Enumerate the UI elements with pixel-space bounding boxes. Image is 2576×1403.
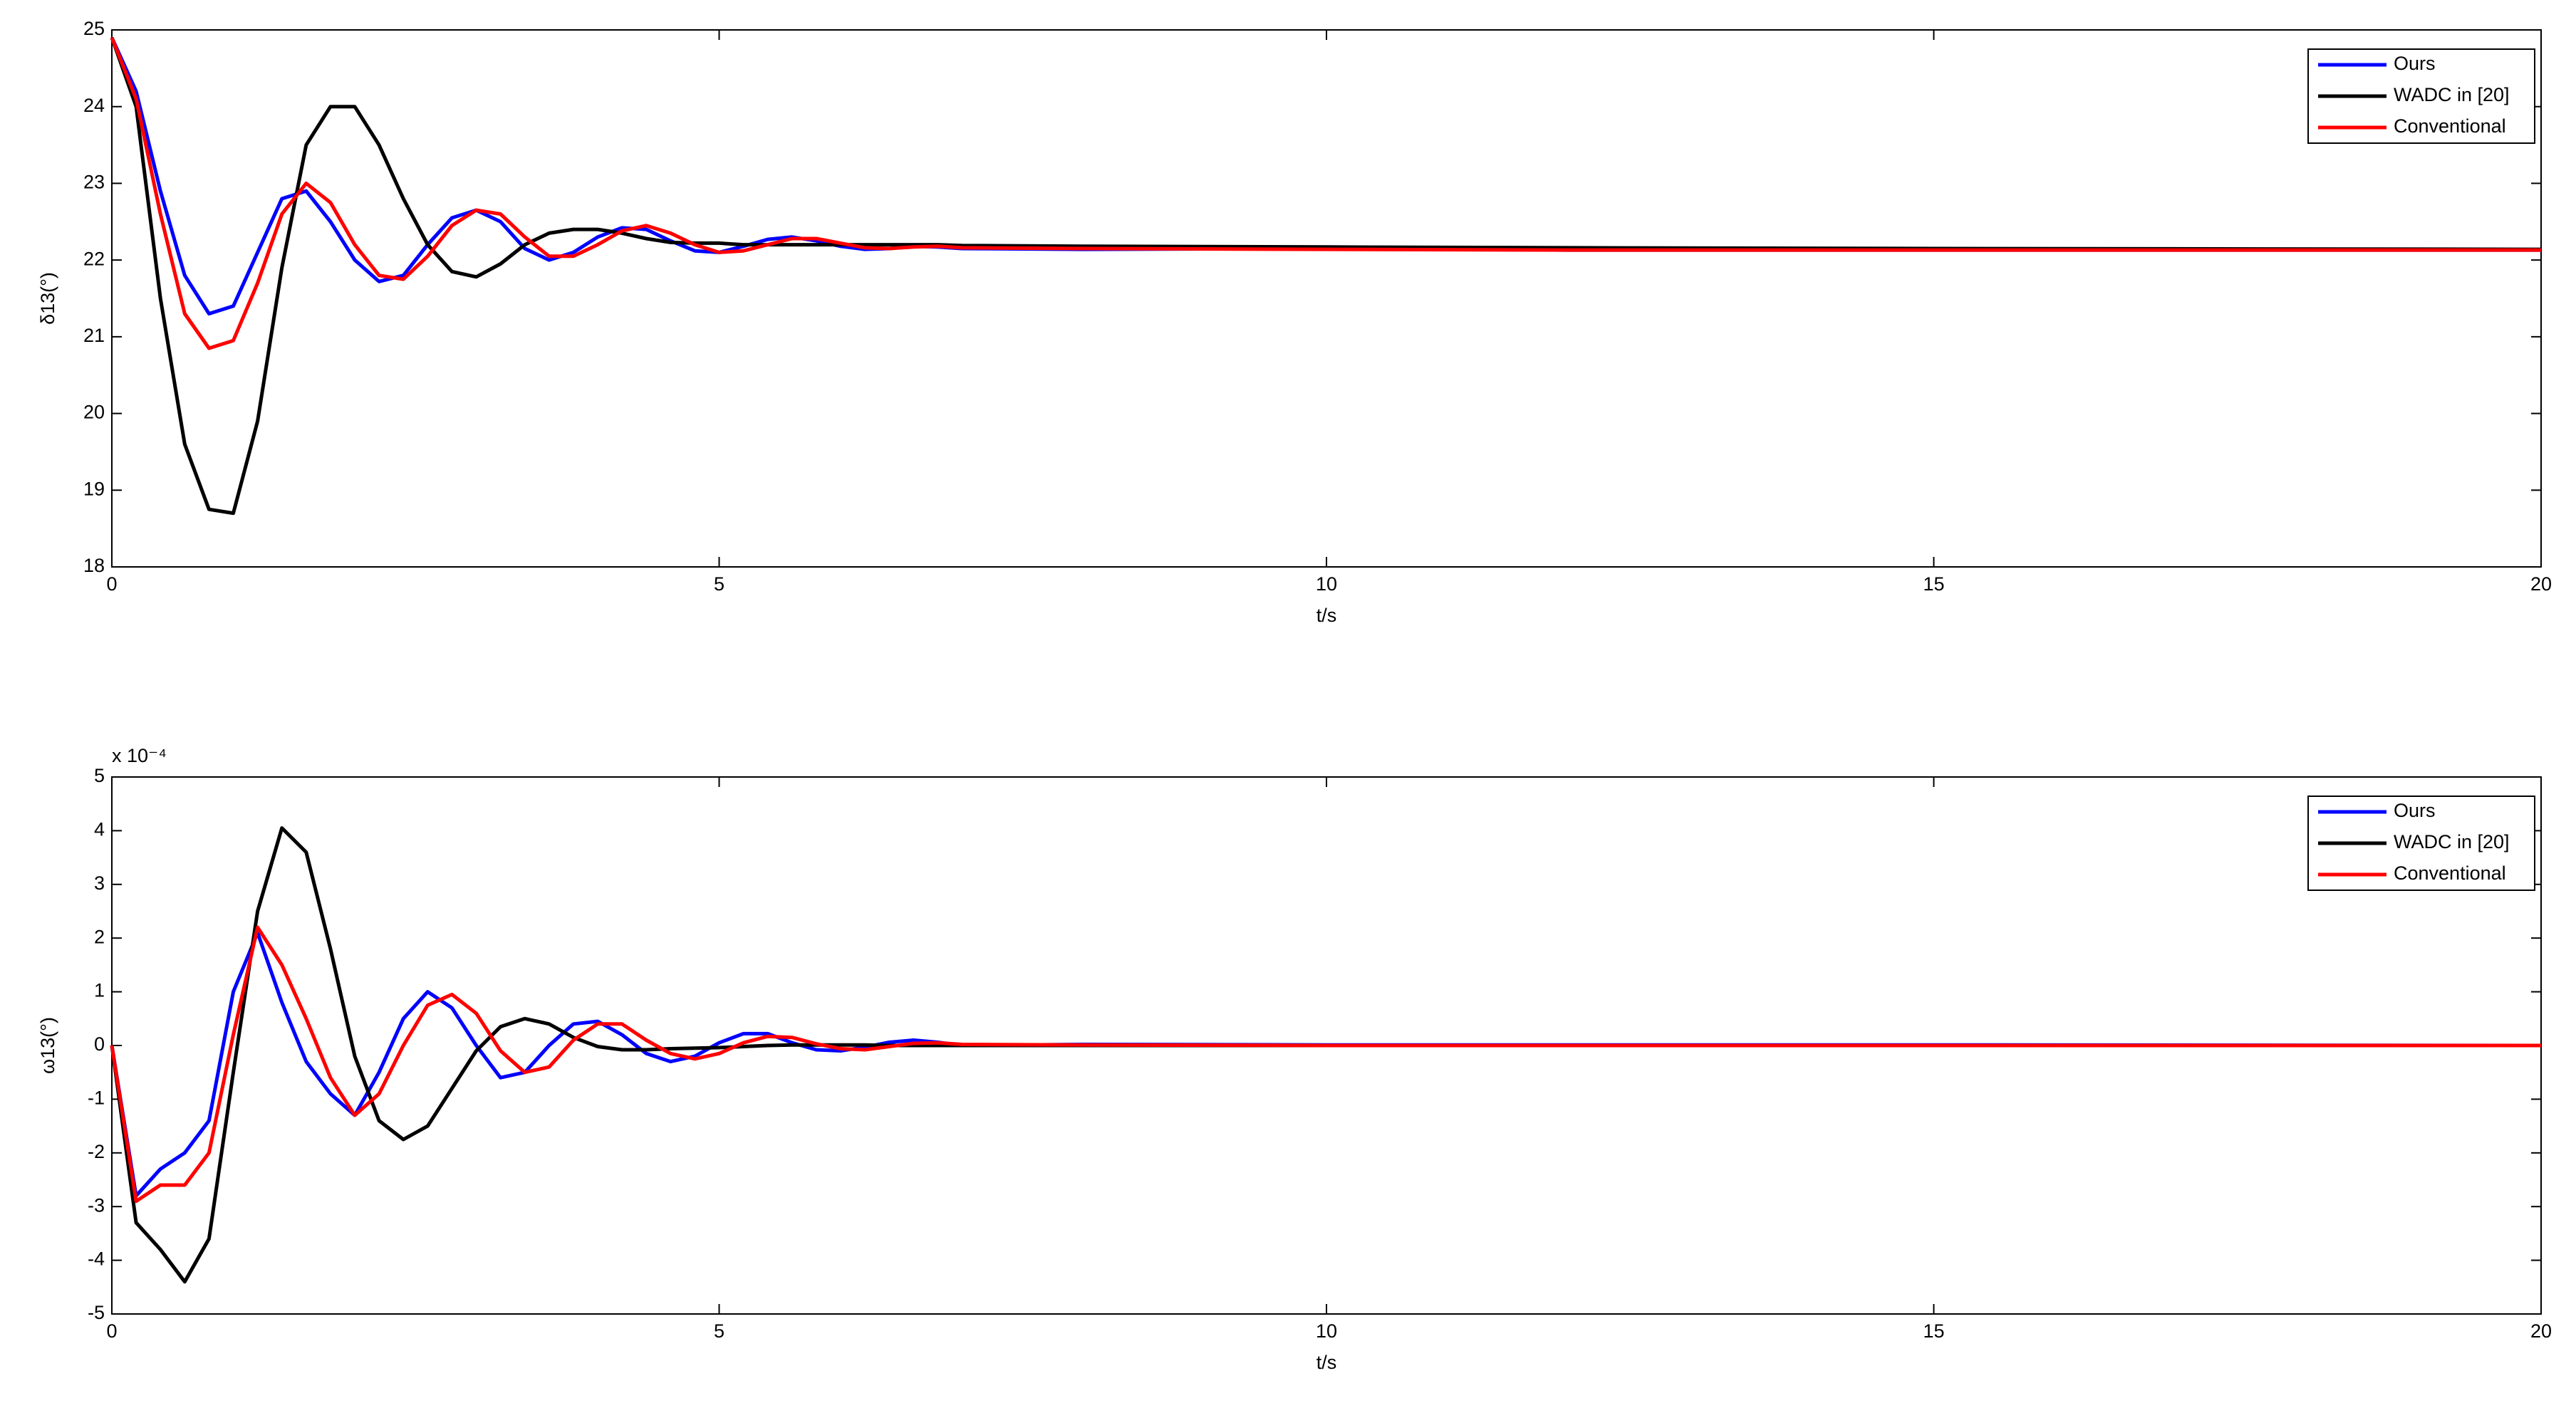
y-tick-label: -2 <box>88 1141 105 1162</box>
y-tick-label: 18 <box>83 555 105 576</box>
legend-label: WADC in [20] <box>2394 831 2510 852</box>
legend-label: WADC in [20] <box>2394 84 2510 105</box>
x-tick-label: 15 <box>1923 573 1944 595</box>
x-tick-label: 10 <box>1316 1320 1337 1342</box>
plot: 0 5 10 15 20 18 19 20 21 22 23 24 25 t/s δ13(°) Ours WAD… <box>37 18 2552 626</box>
series-line <box>110 36 2541 350</box>
x-tick-label: 15 <box>1923 1320 1944 1342</box>
plot: 0 5 10 15 20 -5 -4 -3 -2 -1 0 1 2 3 4 5 t/s ω13(°) x 10⁻⁴ O… <box>37 745 2552 1373</box>
series-line <box>110 931 2542 1198</box>
y-tick-label: -3 <box>88 1194 105 1216</box>
y-tick-label: 5 <box>94 765 105 786</box>
y-tick-label: 0 <box>94 1033 105 1055</box>
legend-label: Conventional <box>2394 115 2506 137</box>
y-tick-label: 25 <box>83 18 105 39</box>
y-tick-label: 21 <box>83 325 105 346</box>
y-tick-label: 22 <box>83 248 105 269</box>
y-tick-label: 23 <box>83 172 105 193</box>
y-axis-label: δ13(°) <box>37 272 58 325</box>
y-tick-label: 2 <box>94 926 105 947</box>
series-line <box>110 826 2541 1284</box>
x-tick-label: 20 <box>2530 573 2552 595</box>
y-tick-label: 4 <box>94 819 105 840</box>
series-line <box>110 925 2541 1204</box>
y-tick-label: -1 <box>88 1088 105 1109</box>
y-tick-label: 19 <box>83 478 105 499</box>
legend-label: Ours <box>2394 800 2436 821</box>
legend-label: Ours <box>2394 53 2436 74</box>
y-axis-label: ω13(°) <box>37 1017 58 1074</box>
legend: Ours WADC in [20] Conventional <box>2307 48 2535 144</box>
y-multiplier-label: x 10⁻⁴ <box>112 745 167 766</box>
x-axis-label: t/s <box>1316 605 1337 626</box>
y-tick-label: 1 <box>94 980 105 1001</box>
x-tick-label: 0 <box>106 1320 117 1342</box>
y-tick-label: 3 <box>94 872 105 894</box>
x-axis-label: t/s <box>1316 1352 1337 1373</box>
series-line <box>110 36 2541 315</box>
x-tick-label: 0 <box>106 573 117 595</box>
x-tick-label: 20 <box>2530 1320 2552 1342</box>
y-tick-label: 24 <box>83 95 105 116</box>
x-tick-label: 10 <box>1316 573 1337 595</box>
x-tick-label: 5 <box>714 1320 724 1342</box>
x-tick-label: 5 <box>714 573 724 595</box>
series-line <box>110 36 2542 516</box>
y-tick-label: -4 <box>88 1248 105 1270</box>
legend: Ours WADC in [20] Conventional <box>2307 796 2535 891</box>
y-tick-label: 20 <box>83 402 105 423</box>
y-tick-label: -5 <box>88 1302 105 1323</box>
legend-label: Conventional <box>2394 862 2506 884</box>
plot-frame <box>111 29 2542 568</box>
